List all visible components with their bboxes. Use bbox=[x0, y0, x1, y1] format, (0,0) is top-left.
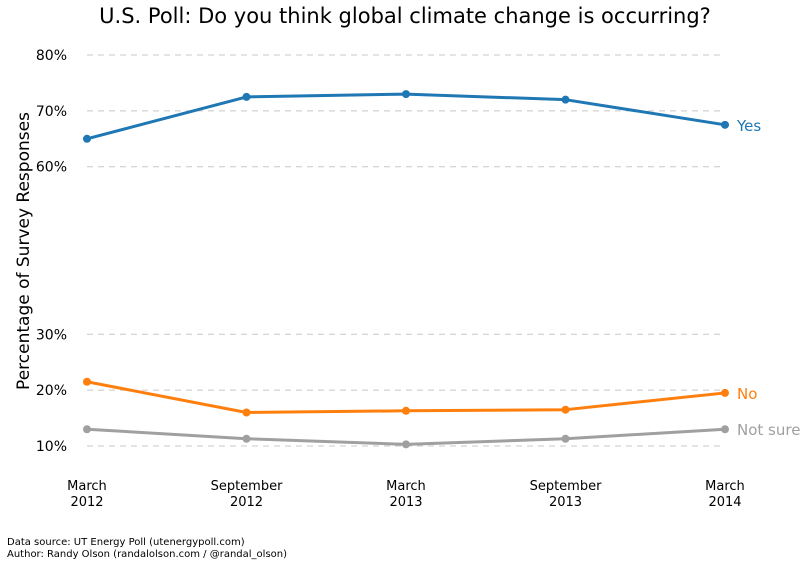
x-tick-label-line: 2014 bbox=[708, 495, 741, 510]
data-point bbox=[83, 425, 91, 434]
y-tick-label: 70% bbox=[36, 104, 67, 120]
data-point bbox=[402, 406, 410, 415]
data-point bbox=[402, 90, 410, 99]
data-point bbox=[242, 434, 251, 443]
x-tick-label: September 2013 bbox=[530, 479, 603, 510]
data-point bbox=[721, 120, 729, 129]
series-no: No bbox=[83, 377, 757, 417]
y-axis-tick-labels: 10% 20% 30% 60% 70% 80% bbox=[36, 48, 67, 455]
y-tick-label: 80% bbox=[36, 48, 67, 64]
y-tick-label: 10% bbox=[36, 439, 67, 455]
data-point bbox=[561, 95, 570, 104]
data-point bbox=[561, 405, 570, 414]
x-tick-label: March 2014 bbox=[705, 479, 745, 510]
x-tick-label-line: 2012 bbox=[230, 495, 263, 510]
data-point bbox=[83, 134, 91, 143]
data-point bbox=[402, 440, 410, 449]
data-point bbox=[721, 388, 729, 397]
x-tick-label-line: March bbox=[705, 479, 745, 494]
data-point bbox=[721, 425, 729, 434]
x-tick-label-line: 2013 bbox=[389, 495, 422, 510]
y-tick-label: 20% bbox=[36, 383, 67, 399]
series-lines: Yes No Not sure bbox=[83, 90, 800, 449]
x-tick-label-line: September bbox=[211, 479, 284, 494]
data-point bbox=[561, 434, 570, 443]
x-tick-label-line: March bbox=[386, 479, 426, 494]
x-tick-label: September 2012 bbox=[211, 479, 284, 510]
series-line bbox=[86, 92, 726, 141]
series-end-label: Yes bbox=[736, 117, 761, 135]
x-tick-label: March 2012 bbox=[67, 479, 107, 510]
data-point bbox=[83, 377, 91, 386]
x-tick-label: March 2013 bbox=[386, 479, 426, 510]
author-note: Author: Randy Olson (randalolson.com / @… bbox=[7, 549, 288, 560]
y-axis-label: Percentage of Survey Responses bbox=[14, 112, 34, 390]
x-tick-label-line: September bbox=[530, 479, 603, 494]
series-end-label: No bbox=[737, 385, 757, 403]
y-tick-label: 60% bbox=[36, 160, 67, 176]
data-point bbox=[242, 92, 251, 101]
chart-title: U.S. Poll: Do you think global climate c… bbox=[99, 4, 711, 28]
x-tick-label-line: 2013 bbox=[549, 495, 582, 510]
data-point bbox=[242, 408, 251, 417]
x-tick-label-line: 2012 bbox=[70, 495, 103, 510]
series-end-label: Not sure bbox=[737, 421, 800, 439]
series-yes: Yes bbox=[83, 90, 761, 143]
x-tick-label-line: March bbox=[67, 479, 107, 494]
series-not-sure: Not sure bbox=[83, 421, 800, 449]
data-source-note: Data source: UT Energy Poll (utenergypol… bbox=[7, 537, 245, 548]
y-tick-label: 30% bbox=[36, 327, 67, 343]
